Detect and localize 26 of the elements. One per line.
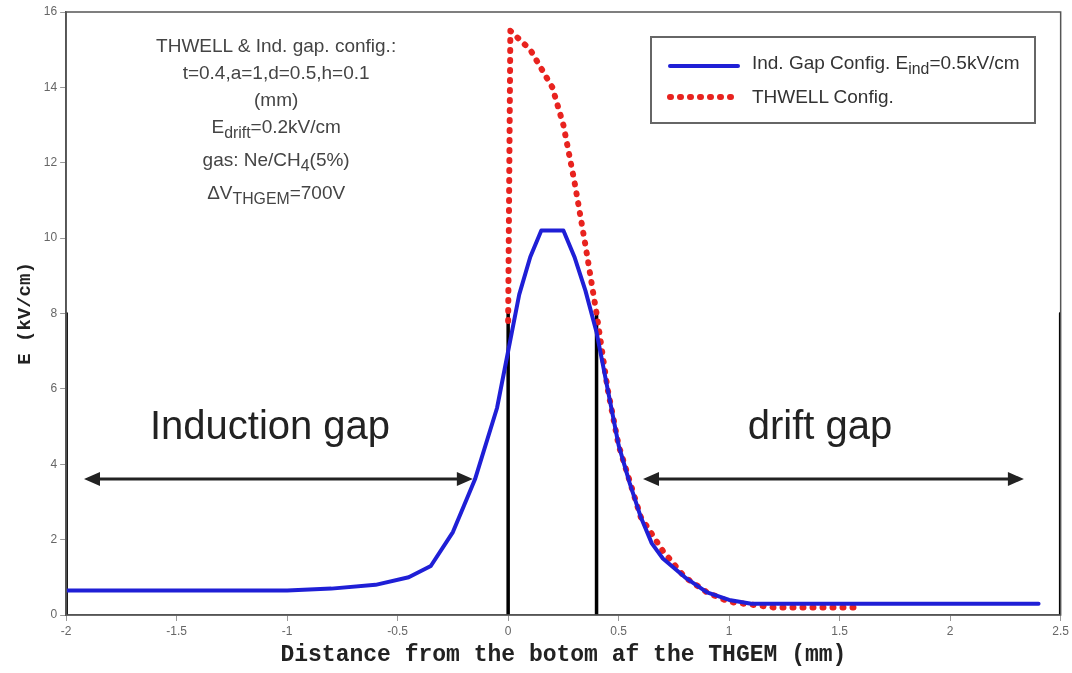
x-tick-label: -0.5 (387, 623, 409, 638)
annotation: drift gap (747, 402, 893, 448)
text: THWELL & Ind. gap. config.: t=0.4,a=1,d=0.5,h=0.1 (mm) E$_{drift}$=0.2kV/cm gas: Ne/CH$_{4}$(5%) ΔV$_{THGEM}$=700V (156, 35, 397, 207)
x-tick-label: 2 (946, 623, 954, 638)
legend-label: Ind. Gap Config. E$_{ind}$=0.5kV/cm (751, 52, 1020, 79)
y-tick-label: 14 (43, 79, 58, 94)
x-axis-title: Distance from the botom af the THGEM (mm) (280, 642, 847, 668)
y-tick-label: 2 (50, 531, 58, 546)
y-tick-label: 8 (50, 305, 58, 320)
y-tick-label: 16 (43, 4, 58, 19)
legend-label: THWELL Config. (751, 85, 894, 108)
x-tick-label: 1 (725, 623, 733, 638)
y-tick-label: 12 (43, 155, 58, 170)
x-tick-label: -2 (60, 623, 72, 638)
annotation: Induction gap (149, 402, 391, 448)
y-axis-title: E (kV/cm) (14, 262, 37, 365)
x-tick-label: 0.5 (610, 623, 628, 638)
x-tick-label: 2.5 (1052, 623, 1070, 638)
y-tick-label: 4 (50, 456, 58, 471)
x-tick-label: 1.5 (831, 623, 849, 638)
x-tick-label: -1.5 (166, 623, 188, 638)
x-tick-label: 0 (504, 623, 512, 638)
y-tick-label: 10 (43, 230, 58, 245)
y-tick-label: 0 (50, 607, 58, 622)
y-tick-label: 6 (50, 381, 58, 396)
x-tick-label: -1 (281, 623, 293, 638)
